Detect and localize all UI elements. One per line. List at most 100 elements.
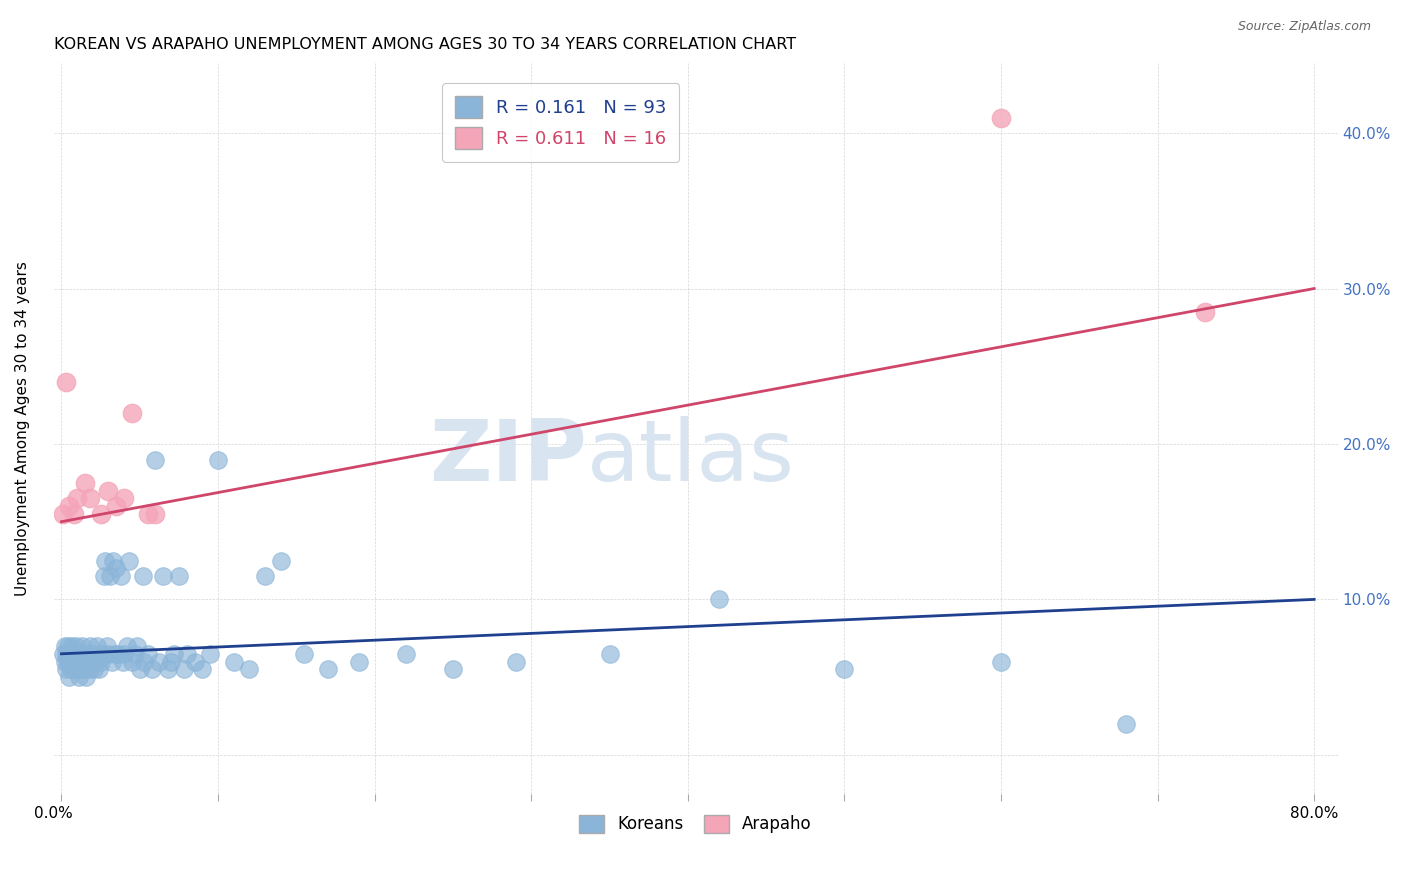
Point [79, 662, 101, 676]
Point [83, 662, 105, 676]
Point [141, 662, 163, 676]
Point [73, 647, 96, 661]
Point [124, 647, 146, 661]
Point [66, 647, 89, 661]
Point [292, 647, 315, 661]
Point [63, 507, 86, 521]
Point [128, 662, 150, 676]
Point [990, 111, 1012, 125]
Point [125, 639, 148, 653]
Text: Source: ZipAtlas.com: Source: ZipAtlas.com [1237, 20, 1371, 33]
Point [72, 662, 94, 676]
Point [104, 647, 127, 661]
Point [1194, 305, 1216, 319]
Point [84, 655, 107, 669]
Point [107, 647, 129, 661]
Point [58, 655, 80, 669]
Point [66, 491, 89, 506]
Point [118, 553, 141, 567]
Point [136, 647, 159, 661]
Point [59, 647, 82, 661]
Point [97, 647, 120, 661]
Point [134, 655, 156, 669]
Point [238, 662, 260, 676]
Point [183, 655, 205, 669]
Point [834, 662, 856, 676]
Point [65, 655, 87, 669]
Point [167, 569, 190, 583]
Point [63, 662, 86, 676]
Point [121, 406, 143, 420]
Point [58, 499, 80, 513]
Point [90, 507, 112, 521]
Point [1115, 716, 1137, 731]
Point [56, 655, 79, 669]
Point [66, 662, 89, 676]
Point [73, 475, 96, 490]
Point [191, 662, 214, 676]
Point [69, 647, 91, 661]
Point [112, 491, 135, 506]
Point [55, 375, 77, 389]
Point [53, 655, 76, 669]
Point [70, 655, 93, 669]
Point [87, 662, 110, 676]
Legend: Koreans, Arapaho: Koreans, Arapaho [572, 808, 818, 840]
Point [105, 499, 128, 513]
Point [55, 647, 77, 661]
Point [69, 662, 91, 676]
Point [395, 647, 418, 661]
Point [90, 655, 112, 669]
Point [173, 662, 195, 676]
Point [70, 639, 93, 653]
Point [136, 507, 159, 521]
Point [145, 507, 167, 521]
Point [82, 647, 104, 661]
Point [163, 647, 186, 661]
Point [160, 655, 183, 669]
Point [55, 662, 77, 676]
Point [91, 647, 114, 661]
Point [56, 639, 79, 653]
Point [112, 647, 135, 661]
Point [990, 655, 1012, 669]
Point [79, 639, 101, 653]
Text: atlas: atlas [586, 417, 794, 500]
Point [200, 647, 222, 661]
Point [97, 483, 120, 498]
Point [176, 647, 198, 661]
Point [207, 452, 229, 467]
Point [253, 569, 276, 583]
Point [152, 569, 174, 583]
Point [707, 592, 730, 607]
Point [59, 662, 82, 676]
Y-axis label: Unemployment Among Ages 30 to 34 years: Unemployment Among Ages 30 to 34 years [15, 261, 30, 596]
Point [100, 655, 122, 669]
Point [76, 670, 98, 684]
Point [67, 670, 90, 684]
Point [63, 647, 86, 661]
Point [98, 569, 121, 583]
Point [86, 639, 108, 653]
Text: ZIP: ZIP [429, 417, 586, 500]
Text: KOREAN VS ARAPAHO UNEMPLOYMENT AMONG AGES 30 TO 34 YEARS CORRELATION CHART: KOREAN VS ARAPAHO UNEMPLOYMENT AMONG AGE… [53, 37, 796, 53]
Point [80, 655, 103, 669]
Point [52, 647, 75, 661]
Point [77, 655, 100, 669]
Point [505, 655, 527, 669]
Point [156, 662, 179, 676]
Point [93, 569, 115, 583]
Point [66, 655, 89, 669]
Point [60, 639, 83, 653]
Point [110, 569, 132, 583]
Point [132, 569, 155, 583]
Point [96, 639, 118, 653]
Point [599, 647, 621, 661]
Point [270, 553, 292, 567]
Point [347, 655, 370, 669]
Point [60, 655, 83, 669]
Point [73, 655, 96, 669]
Point [101, 553, 124, 567]
Point [145, 452, 167, 467]
Text: 80.0%: 80.0% [1289, 806, 1339, 822]
